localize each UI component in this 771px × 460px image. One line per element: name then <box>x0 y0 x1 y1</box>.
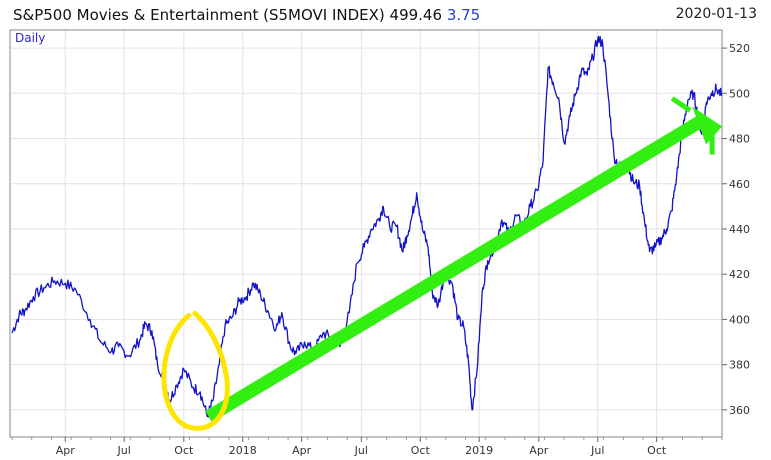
x-tick-label: Jul <box>117 444 131 457</box>
grid-layer <box>10 30 722 437</box>
x-tick-label: 2019 <box>465 444 493 457</box>
chart-title: S&P500 Movies & Entertainment (S5MOVI IN… <box>13 6 480 24</box>
y-tick-label: 520 <box>729 42 750 55</box>
x-tick-label: Apr <box>56 444 76 457</box>
chart-date: 2020-01-13 <box>675 6 757 22</box>
title-text: S&P500 Movies & Entertainment (S5MOVI IN… <box>13 6 443 24</box>
chart-header: S&P500 Movies & Entertainment (S5MOVI IN… <box>0 0 771 30</box>
trend-arrow-shaft <box>205 114 706 423</box>
y-tick-label: 440 <box>729 223 750 236</box>
trend-arrow-head <box>692 106 723 145</box>
price-change: 3.75 <box>446 6 481 24</box>
x-tick-label: Jul <box>590 444 604 457</box>
x-tick-label: Oct <box>411 444 431 457</box>
x-tick-label: Apr <box>529 444 549 457</box>
period-label: Daily <box>15 31 45 45</box>
x-tick-label: Oct <box>647 444 667 457</box>
trend-arrow-strokes <box>670 96 715 155</box>
y-tick-label: 500 <box>729 87 750 100</box>
x-tick-label: Jul <box>354 444 368 457</box>
axis-layer: 360 380 400 420 440 460 480 500 520 Apr Jul Oct 2018… <box>11 42 750 457</box>
x-tick-label: Apr <box>292 444 312 457</box>
annotation-layer <box>161 96 723 431</box>
y-tick-label: 400 <box>729 313 750 326</box>
x-tick-label: Oct <box>174 444 194 457</box>
x-tick-label: 2018 <box>229 444 257 457</box>
y-tick-label: 380 <box>729 359 750 372</box>
y-tick-label: 460 <box>729 178 750 191</box>
highlight-ellipse <box>161 310 230 431</box>
plot-frame <box>9 29 723 438</box>
y-tick-label: 420 <box>729 268 750 281</box>
y-tick-label: 360 <box>729 404 750 417</box>
y-tick-label: 480 <box>729 133 750 146</box>
